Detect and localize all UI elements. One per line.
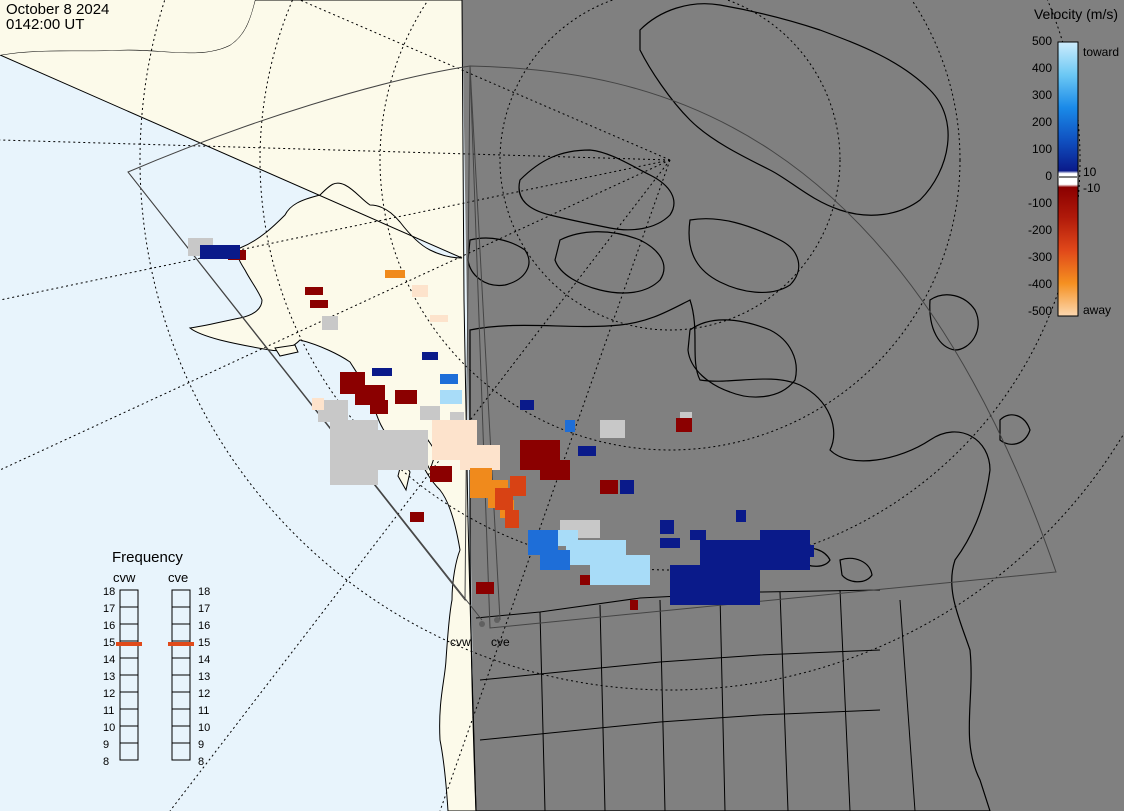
frequency-marker-cvw [116,642,142,646]
frequency-tick-left: 15 [103,637,116,649]
us-state-lines [475,589,916,811]
frequency-tick-left: 13 [103,671,116,683]
frequency-tick-right: 10 [198,722,211,734]
colorbar-tick-label: -400 [1027,277,1052,291]
night-land-outlines [467,3,1031,811]
ground-scatter [188,238,692,538]
backscatter-away-darkred [228,250,692,610]
colorbar-tick-label: 0 [1045,169,1052,183]
frequency-tick-right: 14 [198,654,211,666]
frequency-tick-right: 11 [198,705,210,717]
frequency-tick-left: 8 [103,756,110,768]
frequency-tick-right: 18 [198,586,211,598]
colorbar-tick-label: -100 [1027,196,1052,210]
colorbar-tick-label: 300 [1031,88,1052,102]
colorbar-tick-label: 100 [1031,142,1052,156]
frequency-tick-right: 17 [198,603,211,615]
date-label: October 8 2024 [6,1,110,18]
frequency-tick-right: 8 [198,756,205,768]
night-region [462,0,1124,811]
colorbar-title: Velocity (m/s) [1033,6,1118,22]
frequency-tick-right: 16 [198,620,211,632]
site-label-cvw: cvw [450,635,471,649]
colorbar-tick-label: 500 [1031,34,1052,48]
frequency-tick-left: 16 [103,620,116,632]
colorbar-tick-label: 400 [1031,61,1052,75]
frequency-tick-left: 11 [103,705,115,717]
backscatter-toward-light [440,390,650,585]
colorbar-inner-neg-label: -10 [1083,181,1101,195]
frequency-tick-right: 15 [198,637,211,649]
frequency-tick-right: 13 [198,671,211,683]
frequency-radar-cvw: cvw [113,570,136,585]
colorbar-toward-label: toward [1083,45,1120,59]
backscatter-away-light [312,285,500,470]
backscatter-away-red [495,476,526,528]
colorbar-tick-label: -200 [1027,223,1052,237]
site-label-cve: cve [491,635,510,649]
colorbar-tick-label: -300 [1027,250,1052,264]
site-markers [479,617,500,627]
frequency-marker-cve [168,642,194,646]
backscatter-toward-medium [440,374,575,570]
time-label: 0142:00 UT [6,16,85,33]
frequency-title: Frequency [112,549,183,566]
velocity-colorbar [1057,41,1079,317]
colorbar-inner-pos-label: 10 [1083,165,1097,179]
backscatter-toward-dark [200,245,814,605]
frequency-tick-left: 10 [103,722,116,734]
colorbar-tick-label: -500 [1027,304,1052,318]
frequency-tick-left: 9 [103,739,110,751]
frequency-ladders [119,589,191,761]
frequency-tick-left: 17 [103,603,116,615]
frequency-tick-left: 12 [103,688,116,700]
frequency-tick-right: 12 [198,688,211,700]
frequency-tick-left: 14 [103,654,116,666]
colorbar-tick-label: 200 [1031,115,1052,129]
frequency-tick-right: 9 [198,739,205,751]
frequency-radar-cve: cve [168,570,189,585]
colorbar-away-label: away [1083,303,1112,317]
frequency-tick-left: 18 [103,586,116,598]
radar-fov [127,65,1057,629]
